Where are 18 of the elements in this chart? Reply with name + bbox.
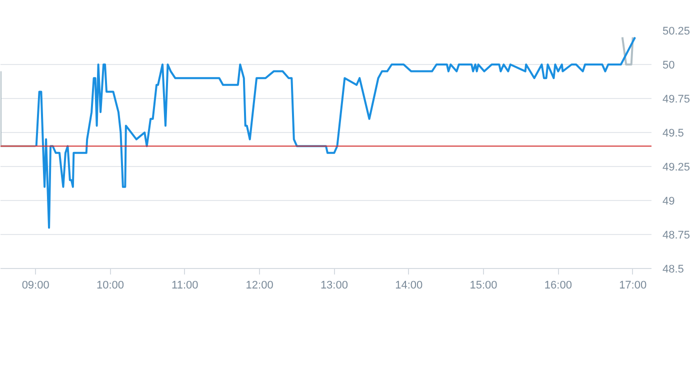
- x-tick-label: 16:00: [544, 280, 572, 292]
- line-series: [35, 36, 636, 229]
- x-tick-label: 10:00: [96, 280, 124, 292]
- x-tick-label: 15:00: [470, 280, 498, 292]
- x-tick-label: 12:00: [246, 280, 274, 292]
- x-tick-label: 11:00: [172, 280, 198, 292]
- y-tick-label: 49.25: [662, 162, 690, 174]
- x-tick-label: 14:00: [395, 280, 423, 292]
- y-tick-label: 49.75: [662, 94, 690, 106]
- x-tick-label: 09:00: [22, 280, 50, 292]
- y-tick-label: 48.75: [662, 230, 690, 242]
- x-tick-label: 13:00: [320, 280, 348, 292]
- y-tick-label: 50.25: [662, 26, 690, 38]
- x-tick-label: 17:00: [619, 280, 647, 292]
- y-tick-label: 50: [662, 60, 675, 72]
- y-tick-label: 49: [662, 196, 675, 208]
- y-tick-label: 49.5: [662, 128, 684, 140]
- y-tick-label: 48.5: [662, 264, 684, 276]
